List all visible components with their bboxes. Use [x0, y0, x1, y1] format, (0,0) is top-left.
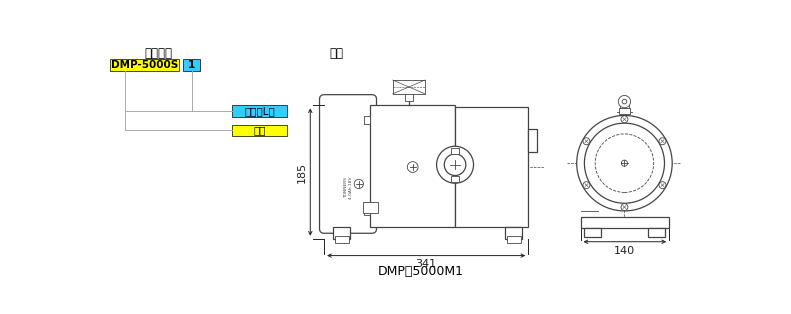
- Text: 4.0Ah 18V: 4.0Ah 18V: [349, 176, 353, 199]
- Bar: [333, 227, 350, 239]
- Text: 1: 1: [188, 60, 195, 70]
- Text: TONNERS: TONNERS: [344, 177, 348, 198]
- Bar: [507, 236, 520, 242]
- Bar: [505, 227, 522, 239]
- Bar: [335, 236, 349, 242]
- Bar: [585, 228, 601, 237]
- Bar: [184, 59, 200, 71]
- Circle shape: [595, 134, 653, 192]
- Text: 341: 341: [415, 259, 437, 269]
- Circle shape: [354, 179, 363, 189]
- Bar: [405, 92, 413, 101]
- Bar: [455, 107, 528, 227]
- Bar: [362, 202, 378, 213]
- Bar: [370, 106, 455, 227]
- Text: 尺寸: 尺寸: [330, 47, 343, 60]
- Text: 140: 140: [615, 246, 635, 256]
- Circle shape: [621, 203, 628, 211]
- Bar: [232, 106, 287, 117]
- Bar: [649, 228, 665, 237]
- Circle shape: [445, 154, 466, 176]
- FancyBboxPatch shape: [320, 95, 377, 233]
- Text: DMP-5000S: DMP-5000S: [111, 60, 178, 70]
- Bar: [364, 116, 370, 124]
- Bar: [619, 108, 630, 114]
- Circle shape: [659, 138, 666, 145]
- Bar: [451, 148, 459, 154]
- Circle shape: [623, 99, 626, 104]
- Text: 型号说明: 型号说明: [145, 47, 172, 60]
- Circle shape: [622, 160, 627, 166]
- Circle shape: [577, 116, 672, 211]
- Bar: [581, 217, 669, 228]
- Circle shape: [621, 116, 628, 123]
- Circle shape: [407, 162, 418, 172]
- Text: 185: 185: [297, 161, 307, 183]
- Bar: [451, 176, 459, 182]
- Circle shape: [583, 182, 590, 189]
- Bar: [364, 207, 370, 215]
- Bar: [110, 59, 180, 71]
- Bar: [392, 80, 425, 94]
- Circle shape: [585, 123, 664, 203]
- Circle shape: [619, 95, 630, 108]
- Text: 油箱（L）: 油箱（L）: [244, 106, 274, 116]
- Text: 型号: 型号: [253, 126, 266, 135]
- Text: DMP－5000M1: DMP－5000M1: [377, 265, 464, 278]
- Bar: [528, 128, 537, 152]
- Circle shape: [437, 146, 474, 183]
- Bar: [232, 125, 287, 136]
- Circle shape: [659, 182, 666, 189]
- Circle shape: [583, 138, 590, 145]
